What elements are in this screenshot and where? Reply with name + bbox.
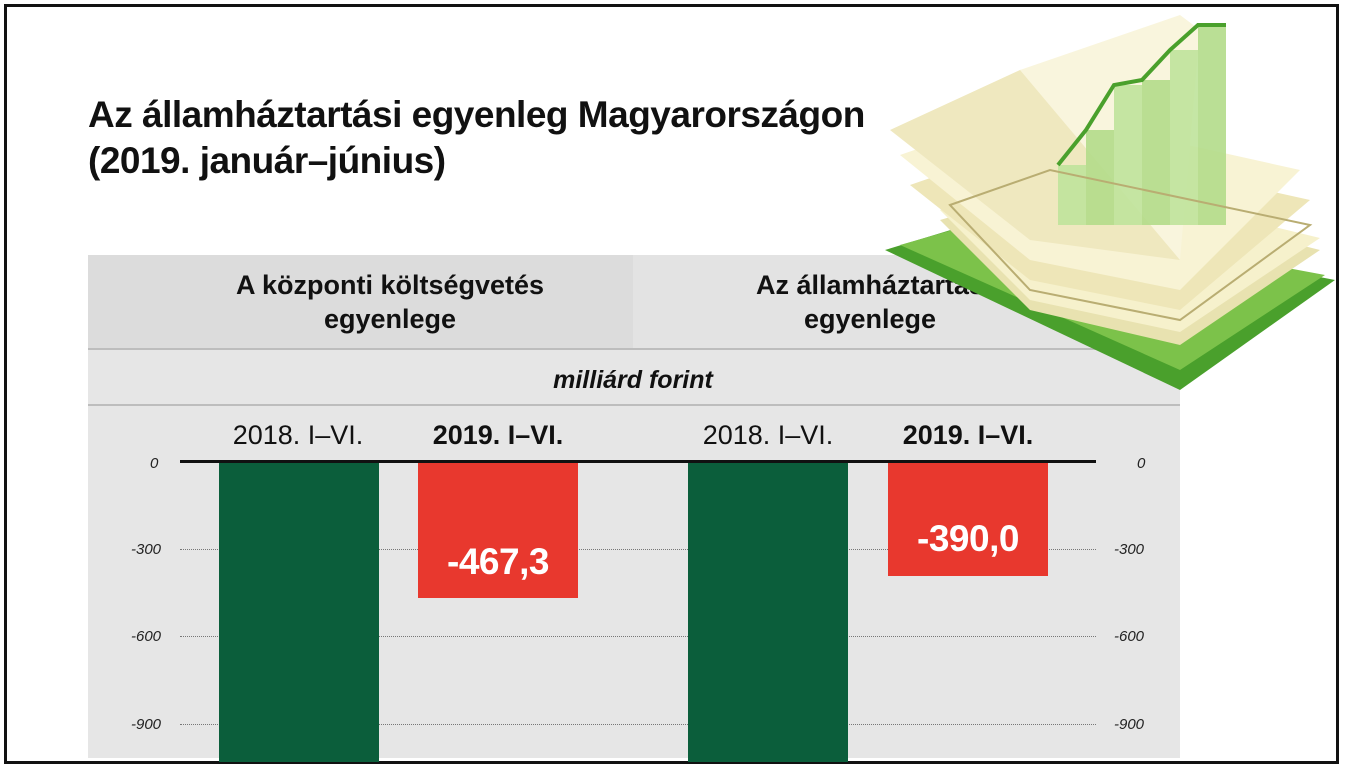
panel-left-header: A központi költségvetés egyenlege	[180, 268, 600, 336]
ytick-right-900: -900	[1114, 716, 1145, 733]
value-label-right-2019: -390,0	[917, 518, 1019, 559]
ytick-right-300: -300	[1114, 541, 1145, 558]
bar-left-2018	[219, 462, 379, 762]
unit-label: milliárd forint	[553, 366, 713, 394]
gridline-900	[180, 724, 1096, 725]
chart-title: Az államháztartási egyenleg Magyarország…	[88, 92, 865, 184]
header-divider	[88, 348, 1180, 350]
unit-divider	[88, 404, 1180, 406]
col-label-left-2018: 2018. I–VI.	[232, 420, 364, 450]
ytick-left-300: -300	[131, 541, 162, 558]
panel-header-left	[88, 255, 633, 348]
col-label-right-2018: 2018. I–VI.	[702, 420, 834, 450]
gridline-600	[180, 636, 1096, 637]
bar-right-2018	[688, 462, 848, 762]
book-chart-illustration	[885, 15, 1335, 390]
bar-right-2019	[888, 462, 1048, 576]
panel-right-header-line2: egyenlege	[803, 304, 937, 334]
panel-left-header-line1: A központi költségvetés	[235, 270, 545, 300]
zero-axis-line	[180, 460, 1096, 463]
title-line-2: (2019. január–június)	[88, 140, 446, 181]
ytick-left-0: 0	[150, 455, 159, 472]
value-label-left-2019: -467,3	[447, 541, 549, 582]
panel-left-header-line2: egyenlege	[323, 304, 457, 334]
col-label-right-2019: 2019. I–VI.	[902, 420, 1034, 450]
ytick-right-600: -600	[1114, 628, 1145, 645]
ytick-right-0: 0	[1137, 455, 1146, 472]
bar-left-2019	[418, 462, 578, 598]
ytick-left-600: -600	[131, 628, 162, 645]
col-label-left-2019: 2019. I–VI.	[432, 420, 564, 450]
ytick-left-900: -900	[131, 716, 162, 733]
title-line-1: Az államháztartási egyenleg Magyarország…	[88, 94, 865, 135]
gridline-300	[180, 549, 1096, 550]
